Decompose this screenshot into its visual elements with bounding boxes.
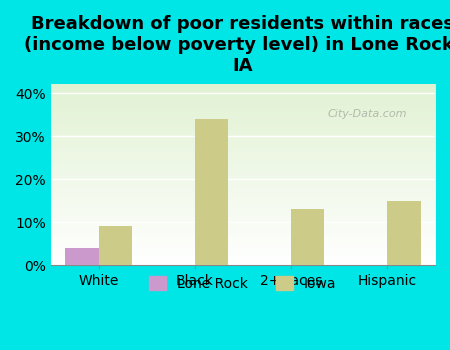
Legend: Lone Rock, Iowa: Lone Rock, Iowa: [143, 269, 343, 298]
Bar: [99, 226, 132, 265]
Bar: [65, 248, 99, 265]
Text: City-Data.com: City-Data.com: [327, 109, 407, 119]
Title: Breakdown of poor residents within races
(income below poverty level) in Lone Ro: Breakdown of poor residents within races…: [24, 15, 450, 75]
Bar: [195, 119, 229, 265]
Bar: [387, 201, 421, 265]
Bar: [291, 209, 324, 265]
